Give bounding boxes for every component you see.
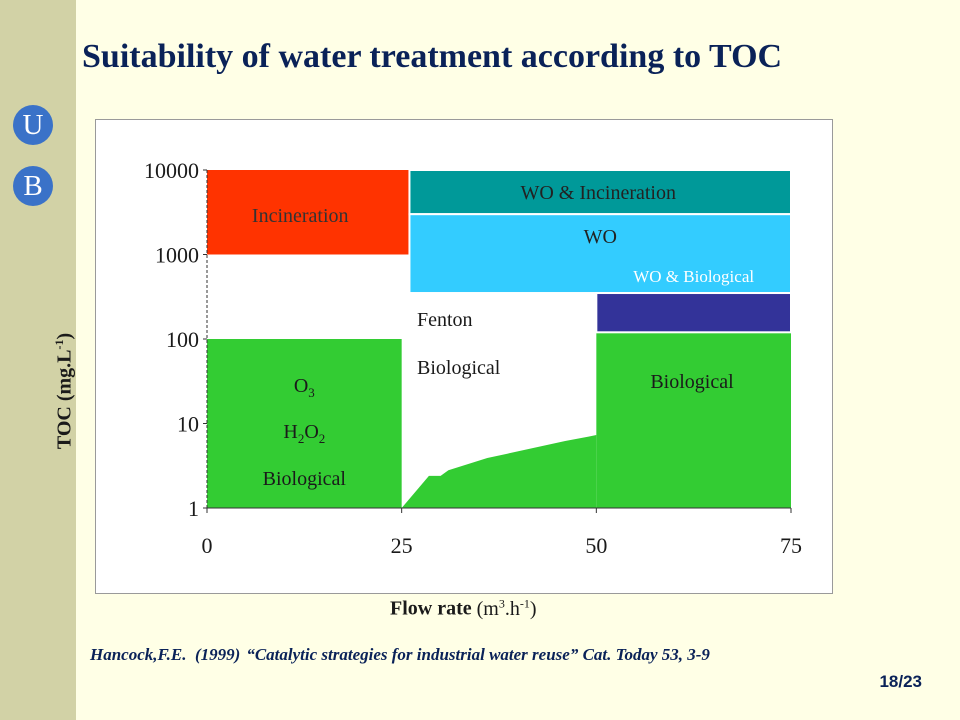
y-tick-label: 1000: [155, 243, 199, 268]
y-tick-label: 100: [166, 327, 199, 352]
y-axis-label: TOC (mg.L-1): [52, 333, 77, 449]
label-biological-left: Biological: [263, 468, 347, 490]
label-h2o2-part: 2: [298, 431, 305, 446]
label-h2o2-part: O: [304, 421, 318, 443]
y-axis-label-text: TOC (mg.L-1): [51, 332, 76, 450]
region-fenton-transition: [401, 435, 597, 508]
y-tick-label: 10: [177, 412, 199, 437]
sidebar-strip: U B: [0, 0, 76, 720]
label-wo: WO: [584, 226, 617, 248]
region-wo-incineration: [408, 169, 792, 216]
y-tick-label: 1: [188, 496, 199, 521]
label-h2o2-part: 2: [319, 431, 326, 446]
x-tick-label: 0: [202, 533, 213, 558]
region-biological-right: [596, 332, 791, 508]
chart-frame: 1 10 100 1000 10000 0 25 50 75 Incineration WO & I…: [95, 119, 833, 594]
logo-b-icon: B: [13, 166, 53, 206]
citation-body: “Catalytic strategies for industrial wat…: [246, 645, 710, 664]
x-tick-label: 75: [780, 533, 802, 558]
region-o3-h2o2-biological: [207, 339, 402, 508]
region-wo-biological: [595, 292, 793, 334]
page-number: 18/23: [879, 672, 922, 691]
label-o3-sub: 3: [308, 385, 315, 400]
label-o3-base: O: [294, 375, 308, 397]
page-title: Suitability of water treatment according…: [82, 38, 783, 75]
x-axis-label-main: Flow rate: [390, 597, 472, 620]
label-wo-incineration: WO & Incineration: [520, 182, 676, 204]
chart-svg: 1 10 100 1000 10000 0 25 50 75 Incineration WO & I…: [144, 158, 802, 558]
label-fenton: Fenton: [417, 309, 473, 331]
x-axis-label: Flow rate (m3.h-1): [390, 596, 650, 621]
label-biological-right: Biological: [650, 371, 734, 393]
x-tick-label: 25: [391, 533, 413, 558]
x-axis-label-units: (m3.h-1): [476, 596, 537, 620]
label-o3: O3: [294, 375, 315, 400]
label-wo-biological: WO & Biological: [633, 267, 754, 286]
label-h2o2-part: H: [283, 421, 297, 443]
y-tick-label: 10000: [144, 158, 199, 183]
citation-prefix: Hancock,F.E. (1999): [90, 645, 241, 664]
citation: Hancock,F.E. (1999) “Catalytic strategies…: [90, 645, 710, 665]
region-wo: [408, 213, 792, 295]
region-incineration: [207, 170, 410, 255]
x-tick-label: 50: [585, 533, 607, 558]
label-fenton-biological: Biological: [417, 357, 501, 379]
label-h2o2: H2O2: [283, 421, 325, 446]
label-incineration: Incineration: [252, 205, 349, 227]
logo-u-icon: U: [13, 105, 53, 145]
